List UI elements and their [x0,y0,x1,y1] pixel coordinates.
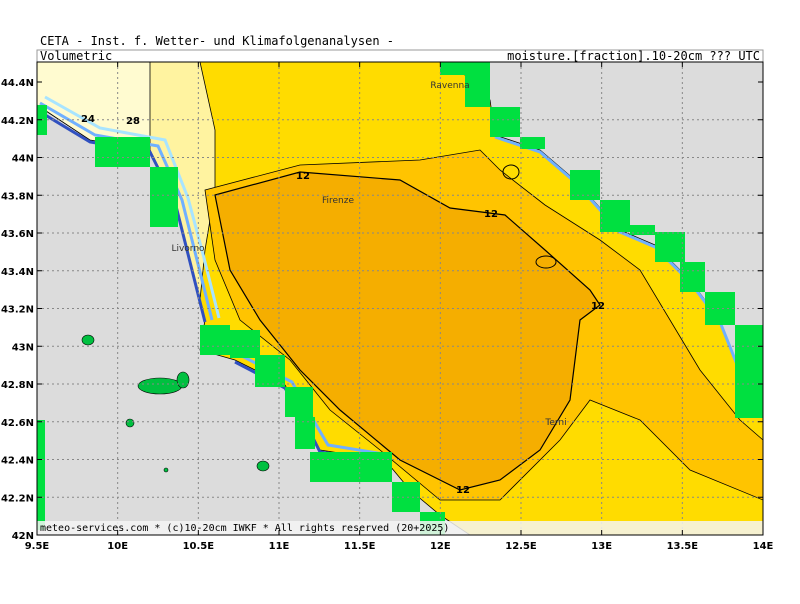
lon-label: 11.5E [344,541,376,552]
header-left: Volumetric [40,49,112,63]
orange-inner [214,171,601,491]
header-right: moisture.[fraction].10-20cm ??? UTC [507,49,760,63]
green-cells [37,62,763,535]
lat-label: 43.4N [1,267,34,278]
lat-label: 42.4N [1,456,34,467]
grid [37,62,763,535]
lat-label: 44.2N [1,116,34,127]
lat-label: 42.2N [1,493,34,504]
lon-label: 14E [753,541,774,552]
frame [36,61,764,536]
lat-label: 42N [12,531,34,542]
lat-label: 43.2N [1,305,34,316]
header-title: CETA - Inst. f. Wetter- und Klimafolgena… [40,34,394,48]
place-label: Terni [544,418,566,428]
map-area [37,62,763,535]
footer-strip [37,521,763,535]
lat-label: 43.6N [1,229,34,240]
lat-label: 43.8N [1,191,34,202]
lon-label: 11E [269,541,290,552]
lat-label: 44.4N [1,78,34,89]
contour-label: 12 [591,301,605,312]
lon-label: 13.5E [667,541,699,552]
lat-label: 44N [12,154,34,165]
contour-label: 12 [456,485,470,496]
lon-label: 13E [591,541,612,552]
contour-label: 12 [484,209,498,220]
lon-label: 9.5E [25,541,50,552]
place-label: Firenze [322,196,354,206]
contour-label: 12 [296,171,310,182]
lon-label: 10.5E [183,541,215,552]
place-label: Livorno [171,244,205,254]
contour-ring [535,255,557,269]
contour-label: 24 [81,114,95,125]
islands [81,334,270,473]
axis-labels: 44.4N 44.2N 44N 43.8N 43.6N 43.4N 43.2N 43N 42.8… [1,62,774,552]
lat-label: 42.6N [1,418,34,429]
footer: meteo-services.com * (c)10-20cm IWKF * A… [40,523,449,534]
place-label: Ravenna [430,81,469,91]
lat-label: 42.8N [1,380,34,391]
lon-label: 12E [430,541,451,552]
contour-label: 28 [126,116,140,127]
contour-ring [502,164,520,180]
lon-label: 12.5E [505,541,537,552]
lon-label: 10E [107,541,128,552]
lat-label: 43N [12,342,34,353]
